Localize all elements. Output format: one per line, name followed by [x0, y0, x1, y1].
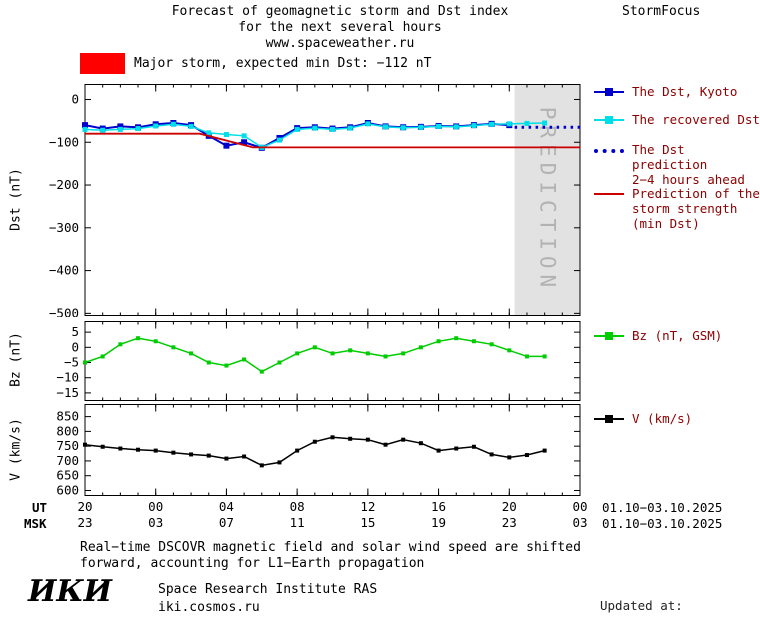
time-tick-label: 12: [360, 499, 376, 514]
time-tick-label: 08: [289, 499, 305, 514]
svg-text:−100: −100: [49, 134, 79, 149]
alert-swatch: [80, 53, 125, 74]
msk-axis-tag: MSK: [24, 516, 47, 531]
updated-at-block: Updated at: UT 20:05, 02.10.2025 MSK 23:…: [600, 566, 758, 620]
legend-item-bz: Bz (nT, GSM): [594, 328, 722, 343]
legend-item-storm-strength: Prediction of the storm strength (min Ds…: [594, 186, 760, 231]
legend-label: The Dst prediction 2−4 hours ahead: [632, 142, 745, 187]
title-url: www.spaceweather.ru: [265, 36, 415, 51]
svg-text:−10: −10: [56, 370, 79, 385]
time-tick-label: 03: [572, 515, 588, 530]
updated-label: Updated at:: [600, 598, 683, 613]
svg-text:−15: −15: [56, 385, 79, 400]
time-tick-label: 00: [572, 499, 588, 514]
time-axis: UT MSK 20 00 04 08 12 16 20 00 23 03 07 11 15 19 23 03…: [0, 499, 760, 533]
dst-prediction-marker-icon: [594, 146, 624, 154]
time-tick-label: 19: [431, 515, 447, 530]
time-tick-label: 16: [431, 499, 447, 514]
dst-kyoto-marker-icon: [594, 88, 624, 96]
storm-alert-text: Major storm, expected min Dst: −112 nT: [134, 56, 432, 71]
time-tick-label: 15: [360, 515, 376, 530]
ut-axis-tag: UT: [32, 500, 48, 515]
time-tick-label: 20: [77, 499, 93, 514]
bz-chart: 50−5−10−15: [56, 321, 581, 401]
brand-stormfocus: StormFocus: [622, 4, 701, 19]
iki-logo: ИКИ: [28, 574, 112, 609]
time-tick-label: 11: [289, 515, 305, 530]
dst-chart: PREDICTION 0 −100 −200 −300 −400 −500: [49, 84, 581, 317]
title-line-2: for the next several hours: [238, 20, 442, 35]
bz-marker-icon: [594, 332, 624, 340]
svg-text:PREDICTION: PREDICTION: [535, 107, 559, 293]
svg-text:−500: −500: [49, 305, 79, 317]
ut-tick-row: 20 00 04 08 12 16 20 00: [0, 499, 760, 515]
legend-item-v: V (km/s): [594, 411, 692, 426]
svg-text:850: 850: [56, 409, 79, 424]
legend-item-dst-prediction: The Dst prediction 2−4 hours ahead: [594, 142, 760, 187]
footnote: Real−time DSCOVR magnetic field and sola…: [80, 540, 581, 572]
storm-strength-marker-icon: [594, 190, 624, 198]
time-tick-label: 07: [218, 515, 234, 530]
legend-item-recovered-dst: The recovered Dst: [594, 112, 760, 127]
v-marker-icon: [594, 415, 624, 423]
legend-label: V (km/s): [632, 411, 693, 426]
legend-label: The Dst, Kyoto: [632, 84, 738, 99]
institute-site: iki.cosmos.ru: [158, 600, 260, 615]
ut-date-range: 01.10−03.10.2025: [602, 500, 723, 515]
svg-text:−400: −400: [49, 263, 79, 278]
msk-tick-row: 23 03 07 11 15 19 23 03: [0, 515, 760, 531]
legend-item-dst-kyoto: The Dst, Kyoto: [594, 84, 737, 99]
time-tick-label: 03: [148, 515, 164, 530]
time-tick-label: 00: [148, 499, 164, 514]
time-tick-label: 20: [501, 499, 517, 514]
svg-text:800: 800: [56, 423, 79, 438]
svg-text:5: 5: [71, 324, 79, 339]
time-tick-label: 23: [77, 515, 93, 530]
legend-label: The recovered Dst: [632, 112, 760, 127]
institute-name: Space Research Institute RAS: [158, 582, 378, 597]
svg-text:600: 600: [56, 482, 79, 496]
legend-label: Bz (nT, GSM): [632, 328, 723, 343]
time-tick-label: 04: [218, 499, 234, 514]
recovered-dst-marker-icon: [594, 116, 624, 124]
svg-text:750: 750: [56, 438, 79, 453]
footnote-line-2: forward, accounting for L1−Earth propaga…: [80, 556, 425, 571]
storm-alert: Major storm, expected min Dst: −112 nT: [80, 53, 431, 74]
page-title: Forecast of geomagnetic storm and Dst in…: [100, 4, 580, 52]
svg-text:650: 650: [56, 468, 79, 483]
svg-text:−300: −300: [49, 220, 79, 235]
footnote-line-1: Real−time DSCOVR magnetic field and sola…: [80, 540, 581, 555]
title-line-1: Forecast of geomagnetic storm and Dst in…: [171, 4, 509, 19]
svg-text:−5: −5: [64, 355, 79, 370]
msk-date-range: 01.10−03.10.2025: [602, 516, 723, 531]
legend-label: Prediction of the storm strength (min Ds…: [632, 186, 760, 231]
svg-text:0: 0: [71, 91, 79, 106]
svg-text:0: 0: [71, 339, 79, 354]
svg-text:−200: −200: [49, 177, 79, 192]
svg-text:700: 700: [56, 453, 79, 468]
time-tick-label: 23: [501, 515, 517, 530]
